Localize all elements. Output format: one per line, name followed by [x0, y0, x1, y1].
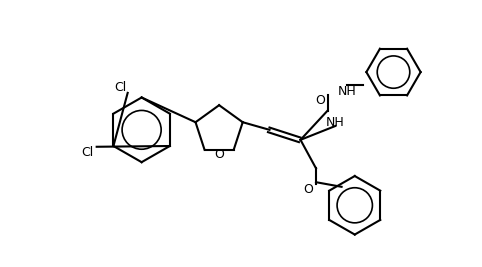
Text: O: O	[214, 148, 224, 161]
Text: NH: NH	[337, 85, 356, 98]
Text: Cl: Cl	[115, 81, 127, 94]
Text: O: O	[303, 183, 313, 196]
Text: Cl: Cl	[81, 146, 94, 159]
Text: NH: NH	[326, 116, 345, 129]
Text: O: O	[315, 94, 325, 107]
